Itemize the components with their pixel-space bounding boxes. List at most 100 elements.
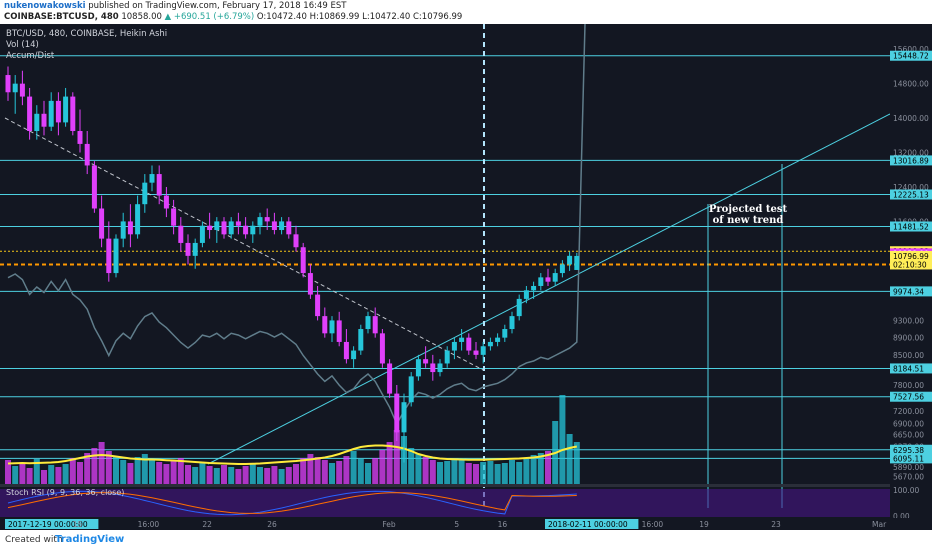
candle-body[interactable] (264, 217, 270, 222)
candle-body[interactable] (77, 131, 83, 144)
candle-body[interactable] (192, 242, 198, 256)
candle-body[interactable] (199, 225, 205, 243)
candle-body[interactable] (495, 337, 501, 342)
candle-body[interactable] (19, 83, 25, 97)
candle-body[interactable] (574, 255, 580, 270)
candle-body[interactable] (171, 208, 177, 226)
author-link[interactable]: nukenowakowski (4, 1, 86, 11)
time-tick-label: Mar (872, 520, 887, 529)
annotation[interactable]: Projected test of new trend (709, 204, 788, 226)
candle-body[interactable] (379, 333, 385, 364)
candle-body[interactable] (509, 316, 515, 330)
candle-body[interactable] (127, 221, 133, 235)
candle-body[interactable] (466, 337, 472, 351)
candle-body[interactable] (437, 363, 443, 373)
candle-body[interactable] (70, 96, 76, 132)
candle-body[interactable] (84, 143, 90, 166)
candle-body[interactable] (523, 290, 529, 299)
candle-body[interactable] (41, 113, 47, 127)
candle-body[interactable] (48, 100, 54, 127)
candle-body[interactable] (552, 273, 558, 282)
candle-body[interactable] (559, 264, 565, 274)
candle-body[interactable] (451, 341, 457, 351)
candle-body[interactable] (156, 174, 162, 196)
candle-body[interactable] (365, 316, 371, 330)
candle-body[interactable] (538, 277, 544, 286)
candle-body[interactable] (135, 204, 141, 235)
price-label: 15448.72 (893, 52, 929, 61)
candle-body[interactable] (185, 242, 191, 256)
candle-body[interactable] (480, 346, 486, 355)
candle-body[interactable] (372, 316, 378, 334)
candle-body[interactable] (415, 359, 421, 377)
candle-body[interactable] (307, 273, 313, 295)
candle-body[interactable] (5, 75, 11, 93)
candle-body[interactable] (473, 350, 479, 355)
candle-body[interactable] (336, 320, 342, 342)
chart-canvas[interactable]: Projected test of new trend BTC/USD, 480… (0, 24, 932, 530)
candle-body[interactable] (207, 225, 213, 231)
candle-body[interactable] (120, 221, 126, 239)
candle-body[interactable] (408, 376, 414, 403)
candle-body[interactable] (99, 208, 105, 239)
candle-body[interactable] (531, 285, 537, 291)
pane-divider[interactable] (0, 484, 932, 487)
candle-body[interactable] (235, 221, 241, 226)
candle-body[interactable] (214, 221, 220, 231)
candle-body[interactable] (545, 277, 551, 282)
candle-body[interactable] (178, 225, 184, 243)
candle-body[interactable] (55, 100, 61, 123)
candle-body[interactable] (149, 174, 155, 183)
candle-body[interactable] (322, 316, 328, 334)
candle-body[interactable] (401, 402, 407, 433)
stoch-legend[interactable]: Stoch RSI (9, 9, 36, 36, close) (6, 488, 124, 497)
symbol-name[interactable]: COINBASE:BTCUSD, 480 (4, 12, 119, 22)
candle-body[interactable] (358, 329, 364, 351)
legend-accum[interactable]: Accum/Dist (6, 51, 55, 61)
candle-body[interactable] (430, 363, 436, 373)
candle-body[interactable] (142, 182, 148, 205)
candle-body[interactable] (487, 341, 493, 347)
candle-body[interactable] (516, 298, 522, 317)
candle-body[interactable] (113, 238, 119, 274)
candle-body[interactable] (567, 255, 573, 265)
candle-body[interactable] (459, 337, 465, 342)
candle-body[interactable] (423, 359, 429, 364)
stoch-d-line (7, 492, 577, 514)
candle-body[interactable] (27, 96, 33, 132)
candle-body[interactable] (221, 221, 227, 235)
high-value: 10869.99 (318, 12, 360, 22)
candle-body[interactable] (315, 294, 321, 317)
candle-body[interactable] (286, 221, 292, 235)
candle-body[interactable] (343, 341, 349, 360)
price-axis[interactable]: 15600.00 14800.00 14000.00 13200.00 12400.00… (890, 24, 932, 530)
legend-title[interactable]: BTC/USD, 480, COINBASE, Heikin Ashi (6, 29, 167, 39)
price-label-box (890, 259, 932, 270)
candle-body[interactable] (257, 217, 263, 226)
candle-body[interactable] (394, 393, 400, 433)
descending-trendline[interactable] (4, 117, 484, 371)
candle-body[interactable] (300, 247, 306, 274)
candle-body[interactable] (163, 195, 169, 209)
legend-vol[interactable]: Vol (14) (6, 40, 39, 50)
candle-body[interactable] (271, 221, 277, 231)
candle-body[interactable] (34, 113, 40, 132)
candle-body[interactable] (228, 221, 234, 235)
tradingview-logo[interactable]: TradingView (55, 534, 125, 545)
candle-body[interactable] (293, 234, 299, 248)
candle-body[interactable] (329, 320, 335, 334)
candle-body[interactable] (243, 225, 249, 235)
candle-body[interactable] (351, 350, 357, 360)
candle-body[interactable] (444, 350, 450, 364)
candle-body[interactable] (91, 165, 97, 209)
candle-body[interactable] (250, 225, 256, 235)
candle-body[interactable] (502, 329, 508, 338)
candle-body[interactable] (279, 221, 285, 231)
candle-body[interactable] (63, 96, 69, 123)
volume-bar (480, 462, 487, 484)
candle-body[interactable] (12, 83, 18, 93)
candle-body[interactable] (106, 238, 112, 274)
ascending-trendline[interactable] (207, 113, 891, 465)
candle-body[interactable] (387, 363, 393, 394)
